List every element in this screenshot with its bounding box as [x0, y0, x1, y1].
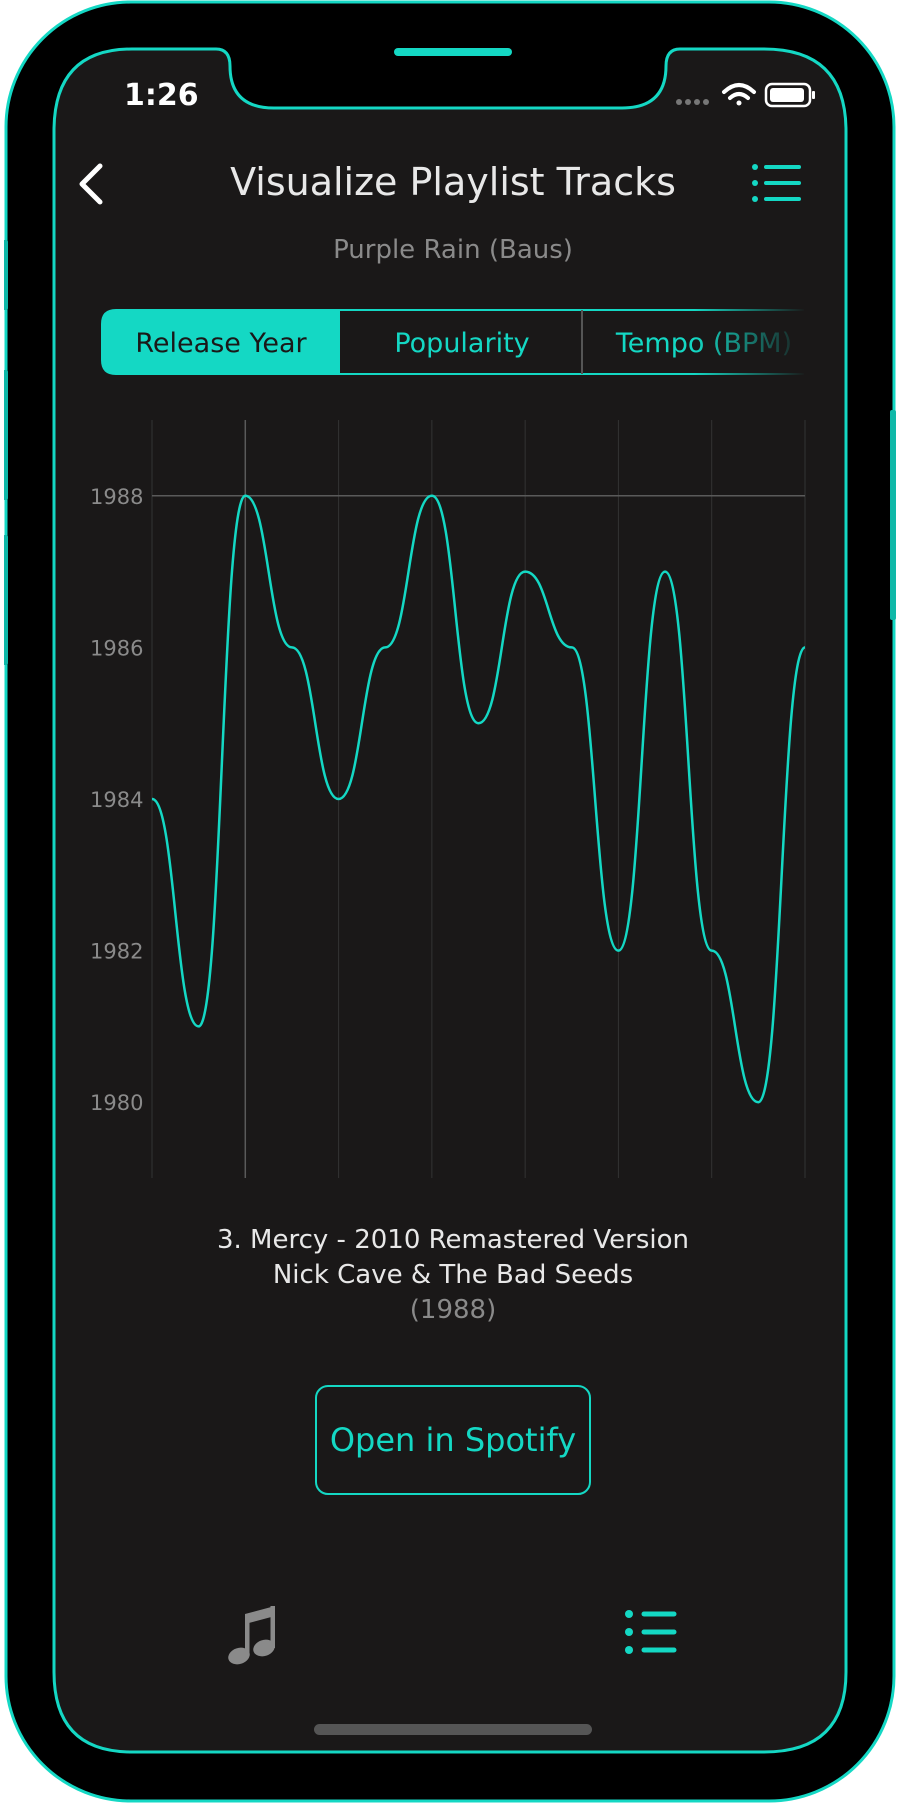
y-tick-label: 1980 — [90, 1091, 143, 1115]
back-chevron-icon[interactable] — [79, 163, 103, 205]
track-artist: Nick Cave & The Bad Seeds — [273, 1260, 633, 1290]
y-tick-label: 1986 — [90, 636, 143, 660]
release-year-line — [151, 494, 807, 1104]
track-year: (1988) — [410, 1295, 496, 1325]
screen — [52, 47, 848, 1754]
y-tick-label: 1982 — [90, 940, 143, 964]
track-title: 3. Mercy - 2010 Remastered Version — [217, 1225, 689, 1255]
battery-icon — [764, 82, 815, 108]
playlist-subtitle: Purple Rain (Baus) — [333, 235, 573, 265]
tab-release-year[interactable] — [102, 310, 340, 374]
speaker-grille — [394, 48, 512, 56]
open-in-spotify-label: Open in Spotify — [330, 1421, 576, 1459]
power-button — [890, 410, 896, 620]
y-tick-label: 1984 — [90, 788, 143, 812]
open-in-spotify-button[interactable]: Open in Spotify — [315, 1385, 591, 1495]
phone-mockup: 1:26 Visualize Playlist Tracks Purple Ra… — [4, 0, 896, 1803]
tracklist-tab-icon[interactable] — [625, 1610, 677, 1654]
status-time: 1:26 — [124, 78, 199, 113]
tab-scroll-fade — [694, 308, 806, 376]
page-title: Visualize Playlist Tracks — [230, 160, 676, 204]
volume-up-button — [4, 370, 8, 500]
wifi-icon — [722, 83, 756, 106]
music-note-icon[interactable] — [226, 1606, 277, 1667]
mute-switch — [4, 240, 8, 310]
home-indicator[interactable] — [314, 1724, 592, 1735]
release-year-chart[interactable]: 1980 1982 1984 1986 1988 — [90, 420, 807, 1178]
volume-down-button — [4, 535, 8, 665]
tab-label-release-year: Release Year — [135, 328, 307, 359]
list-icon[interactable] — [752, 164, 801, 202]
tab-popularity[interactable]: Popularity — [394, 328, 529, 359]
signal-icon — [676, 99, 709, 105]
segmented-control: Release Year Popularity Tempo (BPM) — [101, 308, 806, 376]
y-tick-label: 1988 — [90, 485, 143, 509]
